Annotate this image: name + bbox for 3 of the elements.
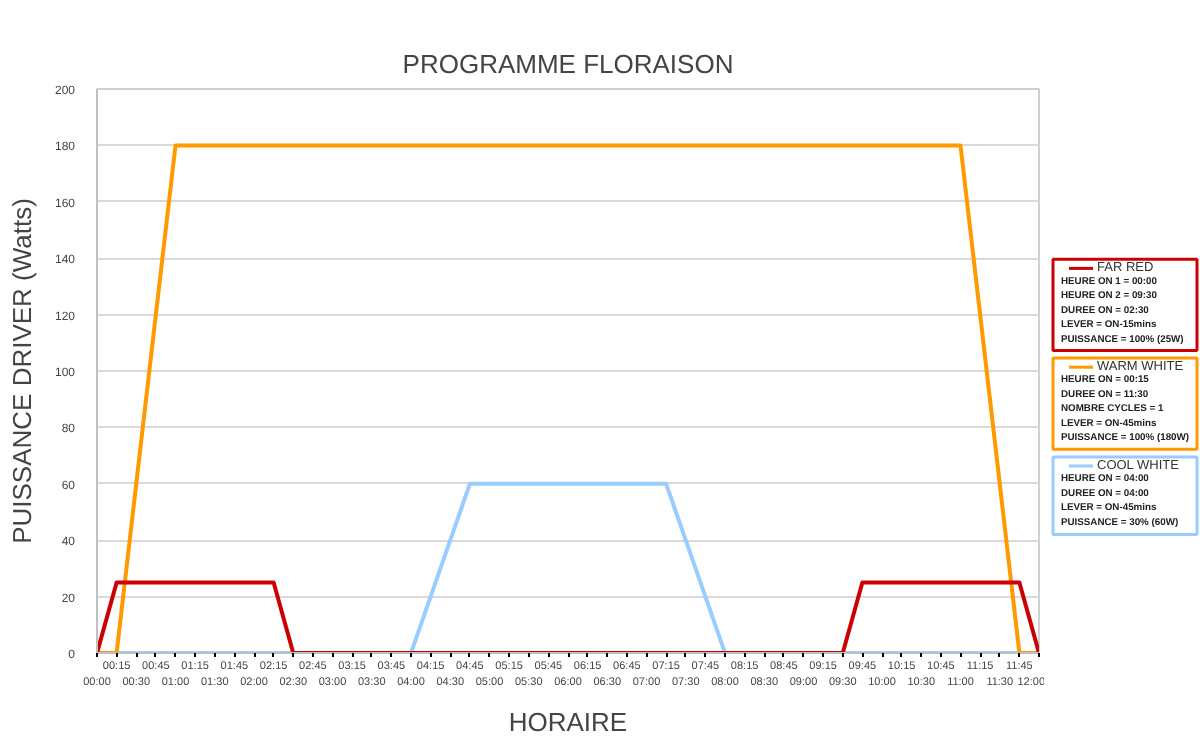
chart-title: PROGRAMME FLORAISON — [402, 49, 734, 79]
y-axis-title: PUISSANCE DRIVER (Watts) — [6, 198, 37, 544]
x-axis-title: HORAIRE — [508, 706, 628, 737]
